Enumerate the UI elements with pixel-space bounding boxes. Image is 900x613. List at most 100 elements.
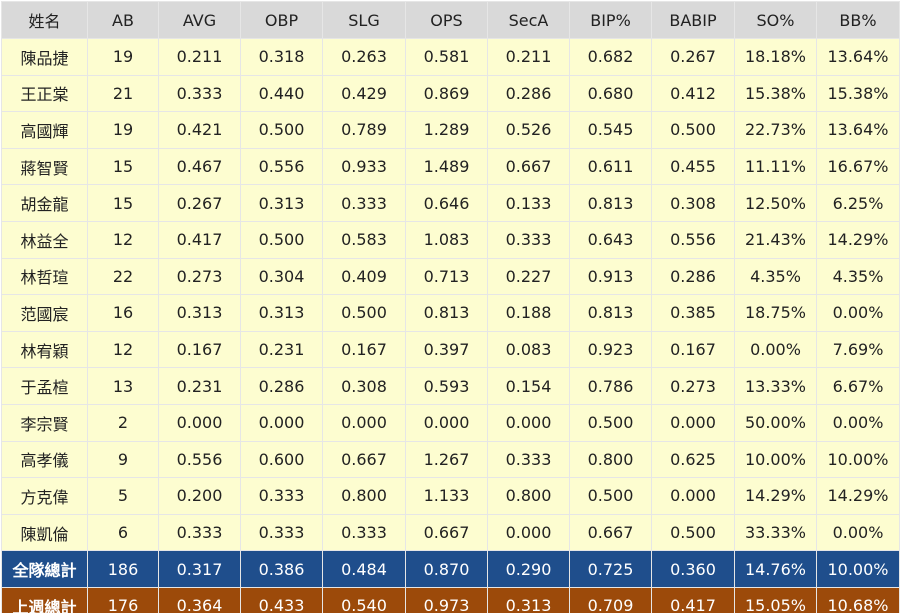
- cell: 21: [87, 74, 159, 113]
- cell: 0.313: [487, 586, 570, 613]
- cell: 上週總計: [1, 586, 88, 613]
- cell: 0.500: [240, 220, 323, 259]
- last-week-total-row: 上週總計 176 0.364 0.433 0.540 0.973 0.313 0.709 0.4…: [1, 586, 900, 613]
- cell: 0.313: [240, 184, 323, 222]
- cell: 高孝儀: [1, 440, 88, 479]
- cell: 0.556: [651, 220, 735, 259]
- cell: 林益全: [1, 220, 88, 259]
- cell: 林宥穎: [1, 330, 88, 369]
- table-body: 陳品捷 19 0.211 0.318 0.263 0.581 0.211 0.682 0.267…: [1, 38, 900, 613]
- cell: 0.593: [405, 367, 488, 405]
- cell: 0.083: [487, 330, 570, 369]
- cell: 0.709: [569, 586, 652, 613]
- cell: 0.913: [569, 257, 652, 296]
- header-cell: BB%: [816, 1, 900, 39]
- cell: 0.360: [651, 550, 735, 588]
- header-cell: SO%: [734, 1, 817, 39]
- cell: 15: [87, 147, 159, 186]
- cell: 0.000: [651, 477, 735, 515]
- cell: 0.581: [405, 38, 488, 76]
- cell: 0.500: [651, 513, 735, 552]
- cell: 14.29%: [734, 477, 817, 515]
- cell: 0.304: [240, 257, 323, 296]
- header-cell: SLG: [322, 1, 406, 39]
- cell: 7.69%: [816, 330, 900, 369]
- player-row: 林哲瑄 22 0.273 0.304 0.409 0.713 0.227 0.913 0.286…: [1, 257, 900, 296]
- cell: 蔣智賢: [1, 147, 88, 186]
- cell: 10.00%: [816, 550, 900, 588]
- header-cell: SecA: [487, 1, 570, 39]
- cell: 0.333: [158, 74, 241, 113]
- cell: 0.417: [651, 586, 735, 613]
- cell: 0.386: [240, 550, 323, 588]
- cell: 0.870: [405, 550, 488, 588]
- cell: 0.600: [240, 440, 323, 479]
- cell: 0.000: [487, 513, 570, 552]
- cell: 176: [87, 586, 159, 613]
- cell: 0.455: [651, 147, 735, 186]
- cell: 15.05%: [734, 586, 817, 613]
- cell: 0.429: [322, 74, 406, 113]
- cell: 0.267: [651, 38, 735, 76]
- cell: 0.421: [158, 111, 241, 149]
- cell: 0.500: [651, 111, 735, 149]
- cell: 0.417: [158, 220, 241, 259]
- cell: 10.00%: [816, 440, 900, 479]
- cell: 14.29%: [816, 220, 900, 259]
- header-cell: AB: [87, 1, 159, 39]
- cell: 0.333: [322, 513, 406, 552]
- cell: 18.75%: [734, 294, 817, 332]
- cell: 0.667: [487, 147, 570, 186]
- cell: 0.286: [240, 367, 323, 405]
- cell: 50.00%: [734, 403, 817, 442]
- player-row: 林益全 12 0.417 0.500 0.583 1.083 0.333 0.643 0.556…: [1, 220, 900, 259]
- player-row: 范國宸 16 0.313 0.313 0.500 0.813 0.188 0.813 0.385…: [1, 294, 900, 332]
- cell: 4.35%: [816, 257, 900, 296]
- cell: 陳品捷: [1, 38, 88, 76]
- cell: 0.167: [322, 330, 406, 369]
- cell: 林哲瑄: [1, 257, 88, 296]
- cell: 14.76%: [734, 550, 817, 588]
- cell: 0.333: [240, 477, 323, 515]
- cell: 高國輝: [1, 111, 88, 149]
- player-row: 胡金龍 15 0.267 0.313 0.333 0.646 0.133 0.813 0.308…: [1, 184, 900, 222]
- cell: 0.188: [487, 294, 570, 332]
- cell: 2: [87, 403, 159, 442]
- player-row: 王正棠 21 0.333 0.440 0.429 0.869 0.286 0.680 0.412…: [1, 74, 900, 113]
- cell: 5: [87, 477, 159, 515]
- cell: 12.50%: [734, 184, 817, 222]
- cell: 0.800: [487, 477, 570, 515]
- cell: 0.682: [569, 38, 652, 76]
- cell: 186: [87, 550, 159, 588]
- cell: 0.364: [158, 586, 241, 613]
- cell: 0.290: [487, 550, 570, 588]
- cell: 0.500: [569, 403, 652, 442]
- cell: 0.869: [405, 74, 488, 113]
- cell: 6.25%: [816, 184, 900, 222]
- cell: 0.308: [322, 367, 406, 405]
- cell: 0.397: [405, 330, 488, 369]
- cell: 0.00%: [816, 294, 900, 332]
- cell: 0.440: [240, 74, 323, 113]
- cell: 13: [87, 367, 159, 405]
- cell: 15.38%: [816, 74, 900, 113]
- cell: 0.267: [158, 184, 241, 222]
- cell: 0.680: [569, 74, 652, 113]
- cell: 0.211: [487, 38, 570, 76]
- cell: 0.231: [240, 330, 323, 369]
- cell: 0.200: [158, 477, 241, 515]
- cell: 0.333: [240, 513, 323, 552]
- cell: 0.227: [487, 257, 570, 296]
- cell: 0.154: [487, 367, 570, 405]
- team-total-row: 全隊總計 186 0.317 0.386 0.484 0.870 0.290 0.725 0.3…: [1, 550, 900, 588]
- cell: 18.18%: [734, 38, 817, 76]
- cell: 15: [87, 184, 159, 222]
- cell: 22: [87, 257, 159, 296]
- cell: 6.67%: [816, 367, 900, 405]
- cell: 0.713: [405, 257, 488, 296]
- cell: 16: [87, 294, 159, 332]
- cell: 0.167: [651, 330, 735, 369]
- cell: 0.526: [487, 111, 570, 149]
- cell: 全隊總計: [1, 550, 88, 588]
